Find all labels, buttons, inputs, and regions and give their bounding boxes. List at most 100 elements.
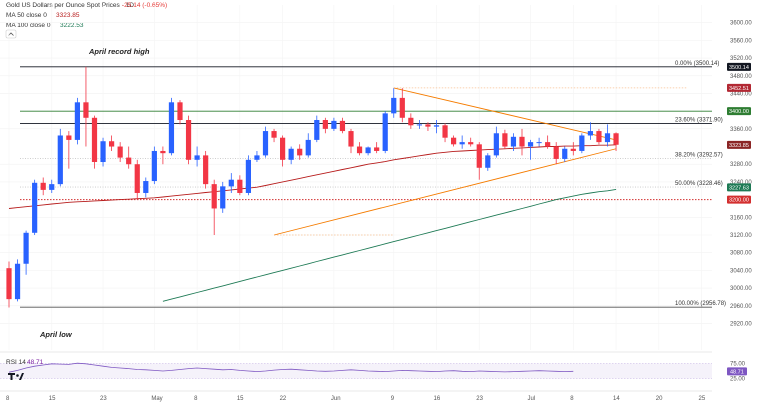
rsi-band [0, 363, 712, 379]
candle-body-65 [562, 148, 568, 159]
candle-51 [442, 123, 448, 143]
candle-0 [6, 261, 12, 308]
candle-body-68 [587, 131, 593, 136]
candle-body-30 [262, 131, 269, 156]
price-tick-4: 3440.00 [730, 91, 752, 97]
price-tick-14: 2920.00 [730, 321, 752, 327]
fib-label-0: 0.00% (3500.14) [675, 61, 719, 67]
candle-body-32 [280, 137, 286, 160]
rsi-value-tag: 48.71 [727, 367, 747, 376]
price-tag-bg-5 [727, 195, 751, 204]
candle-66 [570, 142, 576, 156]
candle-body-67 [579, 135, 585, 151]
candle-28 [245, 155, 251, 196]
candle-body-71 [613, 133, 619, 145]
price-tick-11: 3040.00 [730, 268, 752, 274]
candle-32 [280, 135, 286, 167]
price-tag-3: 3323.85 [727, 140, 751, 149]
price-tick-6: 3280.00 [730, 162, 752, 168]
candle-body-10 [91, 117, 98, 163]
price-tag-text-2: 3400.00 [729, 109, 749, 115]
ma50-label: MA 50 close 0 [6, 12, 47, 19]
price-tag-2: 3400.00 [727, 107, 751, 116]
collapse-legend-button[interactable] [5, 29, 17, 39]
candle-body-25 [220, 186, 226, 209]
candle-body-37 [322, 120, 328, 129]
candle-34 [297, 144, 303, 160]
candle-body-5 [49, 184, 55, 190]
time-axis[interactable]: 8 15 23 May 8 15 22 Jun 9 16 23 Jul 8 14 20 25 [6, 396, 706, 402]
candle-27 [237, 175, 243, 196]
price-tag-bg-3 [727, 140, 751, 149]
candle-body-21 [185, 120, 192, 160]
candlesticks [6, 66, 619, 308]
candle-body-16 [143, 181, 149, 193]
candle-body-22 [194, 155, 200, 160]
candle-body-62 [536, 142, 542, 144]
candle-body-24 [211, 184, 217, 209]
candle-64 [553, 142, 559, 165]
price-tag-bg-2 [727, 107, 751, 116]
candle-63 [545, 135, 551, 149]
candle-body-3 [32, 182, 38, 233]
time-tick-15: 25 [699, 396, 706, 402]
fib-label-4: 100.00% (2956.78) [675, 301, 726, 307]
price-tag-text-5: 3200.00 [729, 198, 749, 204]
triangle-pattern [273, 87, 687, 236]
candle-52 [451, 135, 457, 147]
candle-36 [314, 115, 320, 143]
candle-20 [177, 100, 183, 125]
candle-29 [254, 150, 260, 163]
candle-35 [305, 133, 311, 158]
candle-16 [143, 177, 149, 198]
price-axis[interactable]: 3600.00 3560.00 3520.00 3480.00 3440.00 3360.… [730, 21, 752, 328]
candle-31 [271, 128, 277, 143]
triangle-upper-line [393, 87, 617, 141]
price-tick-8: 3160.00 [730, 215, 752, 221]
candle-70 [604, 124, 611, 147]
price-tag-bg-4 [727, 183, 751, 192]
time-tick-13: 14 [613, 396, 620, 402]
candle-body-69 [596, 131, 602, 143]
candle-body-59 [510, 136, 517, 147]
candle-body-45 [391, 97, 397, 114]
fib-label-1: 23.60% (3371.90) [675, 118, 723, 124]
rsi-value: 48.71 [27, 359, 44, 366]
candle-33 [288, 146, 294, 165]
candle-body-9 [83, 102, 89, 118]
candle-body-18 [160, 150, 166, 154]
candle-48 [416, 120, 422, 129]
candle-15 [134, 159, 140, 200]
price-tick-5: 3360.00 [730, 127, 752, 133]
moving-averages [8, 144, 617, 302]
candle-body-19 [168, 102, 175, 154]
triangle-lower-line [273, 148, 617, 236]
price-tag-text-4: 3227.63 [729, 185, 749, 191]
candle-13 [117, 142, 123, 163]
chart-title: Gold US Dollars per Ounce Spot Prices · … [6, 2, 134, 9]
price-tick-0: 3600.00 [730, 21, 752, 27]
price-tag-text-1: 3452.51 [729, 86, 749, 92]
candle-body-36 [314, 120, 320, 140]
price-tag-5: 3200.00 [727, 195, 751, 204]
rsi-pane: 75.00 25.00 48.71 [0, 362, 747, 383]
candle-body-70 [604, 133, 611, 143]
candle-23 [203, 150, 209, 189]
ma50-line [8, 144, 617, 209]
candle-50 [433, 120, 440, 134]
rsi-tick-1: 25.00 [730, 377, 746, 383]
chevron-up-icon [8, 32, 14, 36]
ma100-label: MA 100 close 0 [6, 22, 51, 29]
tradingview-logo-icon[interactable] [8, 373, 24, 380]
candle-47 [408, 113, 414, 129]
time-tick-9: 16 [434, 396, 441, 402]
time-tick-8: 9 [391, 396, 395, 402]
candle-body-28 [245, 159, 251, 193]
time-tick-11: Jul [528, 396, 536, 402]
candle-9 [83, 66, 89, 147]
candle-43 [374, 142, 380, 154]
candle-body-12 [109, 141, 115, 147]
candle-body-42 [365, 147, 371, 154]
time-tick-2: 23 [100, 396, 107, 402]
